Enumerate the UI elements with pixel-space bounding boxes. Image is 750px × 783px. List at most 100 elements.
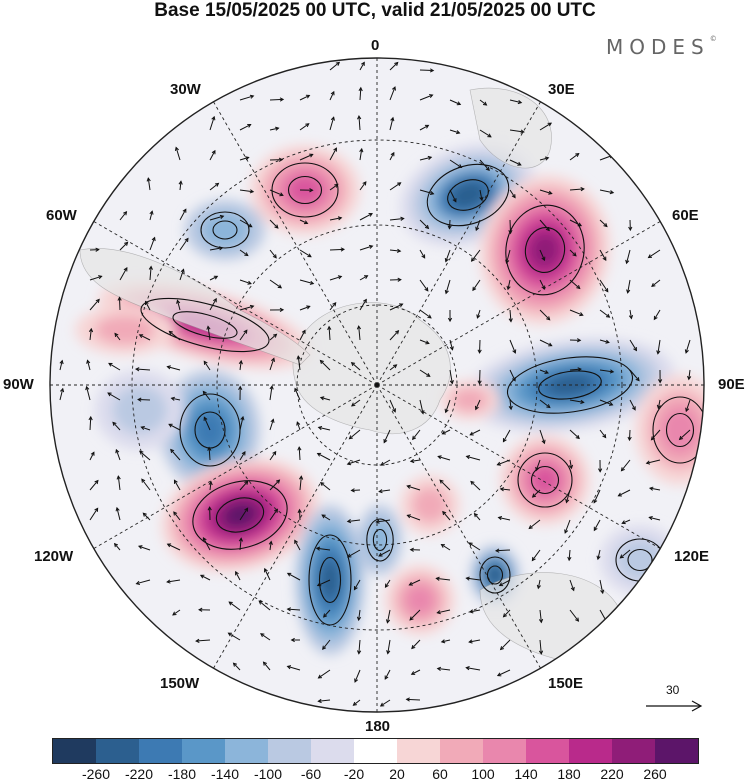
wind-vector [89,328,92,341]
wind-vector [172,609,181,616]
colorbar-cell [311,739,354,763]
wind-vector [235,571,241,581]
wind-vector-head [687,375,692,381]
wind-vector [569,153,580,161]
wind-vector [329,91,335,101]
wind-vector-head [657,379,663,384]
wind-vector-head [656,404,661,410]
wind-vector-head [580,399,585,405]
wind-vector [147,178,151,191]
wind-vector [299,249,312,258]
wind-vector-head [447,225,452,230]
wind-vector-head [444,289,449,295]
wind-vector-head [528,525,533,530]
wind-vector-head [449,346,454,351]
meridian-line [376,221,661,386]
meridian-line [213,384,378,669]
wind-vector-head [447,317,453,323]
wind-vector-head [436,610,441,615]
wind-vector [419,399,424,414]
anomaly-region [366,519,394,561]
wind-vector-head [114,332,119,337]
colorbar-tick-label: -20 [343,766,365,782]
wind-vector [409,579,421,586]
wind-vector [269,386,273,401]
wind-vector [115,449,121,461]
wind-vector [500,488,511,491]
wind-vector-head [444,258,449,263]
wind-vector-head [604,288,609,293]
wind-vector [141,478,151,491]
wind-vector-head [113,542,119,548]
wind-vector-head [605,313,611,318]
colorbar-cell [569,739,612,763]
map-title: Base 15/05/2025 00 UTC, valid 21/05/2025… [154,0,596,21]
wind-vector-head [258,600,263,605]
wind-vector-head [356,650,362,655]
wind-vector-head [172,611,177,616]
wind-vector-head [598,468,603,473]
wind-vector-head [141,478,146,483]
wind-vector [629,309,632,319]
wind-vector-head [247,280,252,285]
wind-vector [200,574,211,581]
wind-vector-head [538,650,544,655]
wind-vector-head [609,369,615,374]
wind-vector-head [565,498,570,504]
height-contour [530,465,560,495]
wind-vector-head [307,253,312,258]
meridian-line [376,384,541,669]
wind-vector [239,279,252,285]
latitude-circle [131,139,623,631]
wind-vector-head [405,697,410,702]
anomaly-region [529,232,561,268]
wind-vector [168,423,181,431]
wind-vector [509,189,516,198]
anomaly-region [449,181,487,209]
wind-vector [599,219,608,227]
wind-vector-head [380,461,385,466]
wind-vector [179,209,187,221]
wind-vector [354,669,361,683]
wind-vector [479,189,483,201]
wind-vector-head [60,387,65,393]
wind-vector [419,69,434,72]
wind-vector-head [174,146,179,151]
wind-vector [568,549,571,561]
wind-vector-head [166,543,172,548]
wind-vector-head [279,307,285,312]
lon-label-120w: 120W [34,548,74,565]
colorbar-tick-label: -100 [253,766,283,782]
colorbar-tick-label: 260 [643,766,667,782]
wind-vector-head [138,334,144,338]
lon-label-90w: 90W [3,376,34,393]
wind-vector [389,117,394,131]
wind-vector [495,549,511,552]
wind-vector [646,459,661,464]
wind-vector [136,579,151,585]
wind-vector-head [317,698,322,704]
wind-vector-head [651,282,656,288]
wind-vector-head [249,94,255,99]
wind-vector [412,429,421,440]
height-contour [506,356,634,414]
lon-label-180: 180 [365,718,391,735]
wind-vector-head [626,289,631,294]
wind-vector-head [123,210,128,216]
wind-vector-head [277,284,283,289]
wind-vector-head [137,397,142,402]
wind-vector-head [541,285,546,290]
wind-vector [118,297,121,311]
wind-vector [167,579,181,583]
wind-vector-head [59,359,64,365]
wind-vector-head [335,61,341,66]
wind-vector [119,211,127,221]
wind-vector-head [383,438,388,444]
wind-vector [59,388,64,401]
wind-vector [354,579,361,590]
wind-vector-head [309,188,314,193]
wind-vector [203,361,211,371]
wind-vector-head [427,314,432,319]
wind-vector-head [123,267,128,272]
